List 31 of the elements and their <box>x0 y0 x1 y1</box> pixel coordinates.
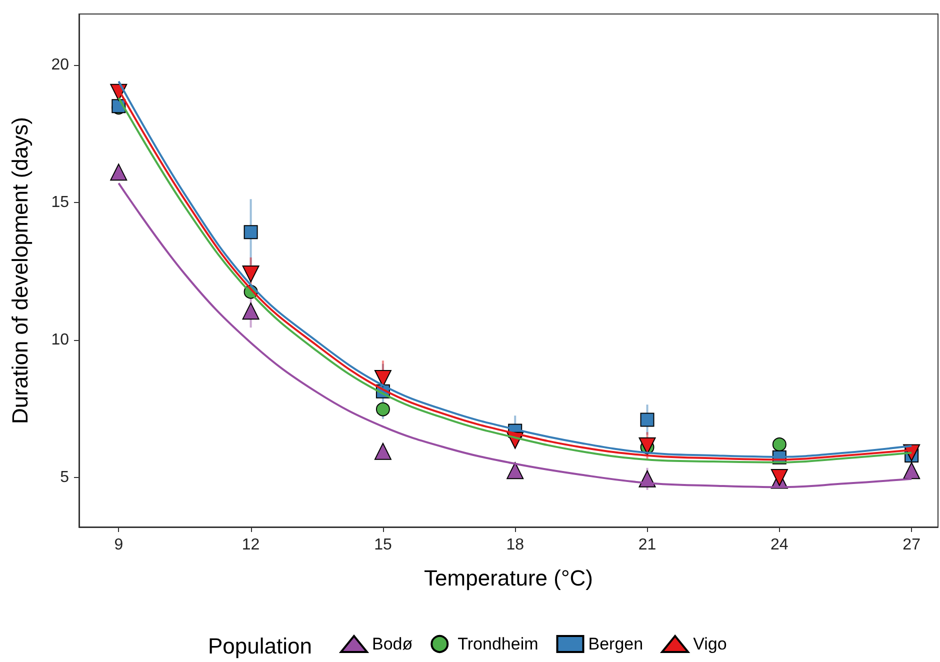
legend-title: Population <box>208 634 312 658</box>
legend-label: Bergen <box>588 634 644 654</box>
y-tick-label: 5 <box>60 468 70 486</box>
x-tick-label: 27 <box>902 536 921 554</box>
point <box>374 442 392 460</box>
legend-label: Bodø <box>372 634 413 654</box>
x-axis-title: Temperature (°C) <box>424 566 593 590</box>
x-tick-label: 9 <box>114 536 124 554</box>
legend-label: Trondheim <box>458 634 538 654</box>
x-tick-label: 15 <box>374 536 392 554</box>
point <box>638 437 656 454</box>
y-tick-label: 20 <box>51 56 70 74</box>
legend-label: Vigo <box>693 634 727 654</box>
y-tick-label: 10 <box>51 331 70 348</box>
point <box>903 462 920 480</box>
point <box>110 164 128 181</box>
x-tick-label: 24 <box>770 536 788 554</box>
point <box>374 370 392 387</box>
point <box>244 225 258 240</box>
point <box>770 468 788 486</box>
y-axis-title: Duration of development (days) <box>8 117 32 424</box>
x-tick-label: 18 <box>506 536 524 554</box>
point <box>242 265 260 282</box>
point <box>772 437 786 452</box>
point <box>640 412 654 427</box>
point <box>506 462 524 480</box>
point <box>376 402 390 416</box>
x-tick-label: 12 <box>242 536 260 554</box>
point <box>242 302 260 320</box>
y-tick-label: 15 <box>51 194 70 211</box>
x-tick-label: 21 <box>638 536 656 554</box>
